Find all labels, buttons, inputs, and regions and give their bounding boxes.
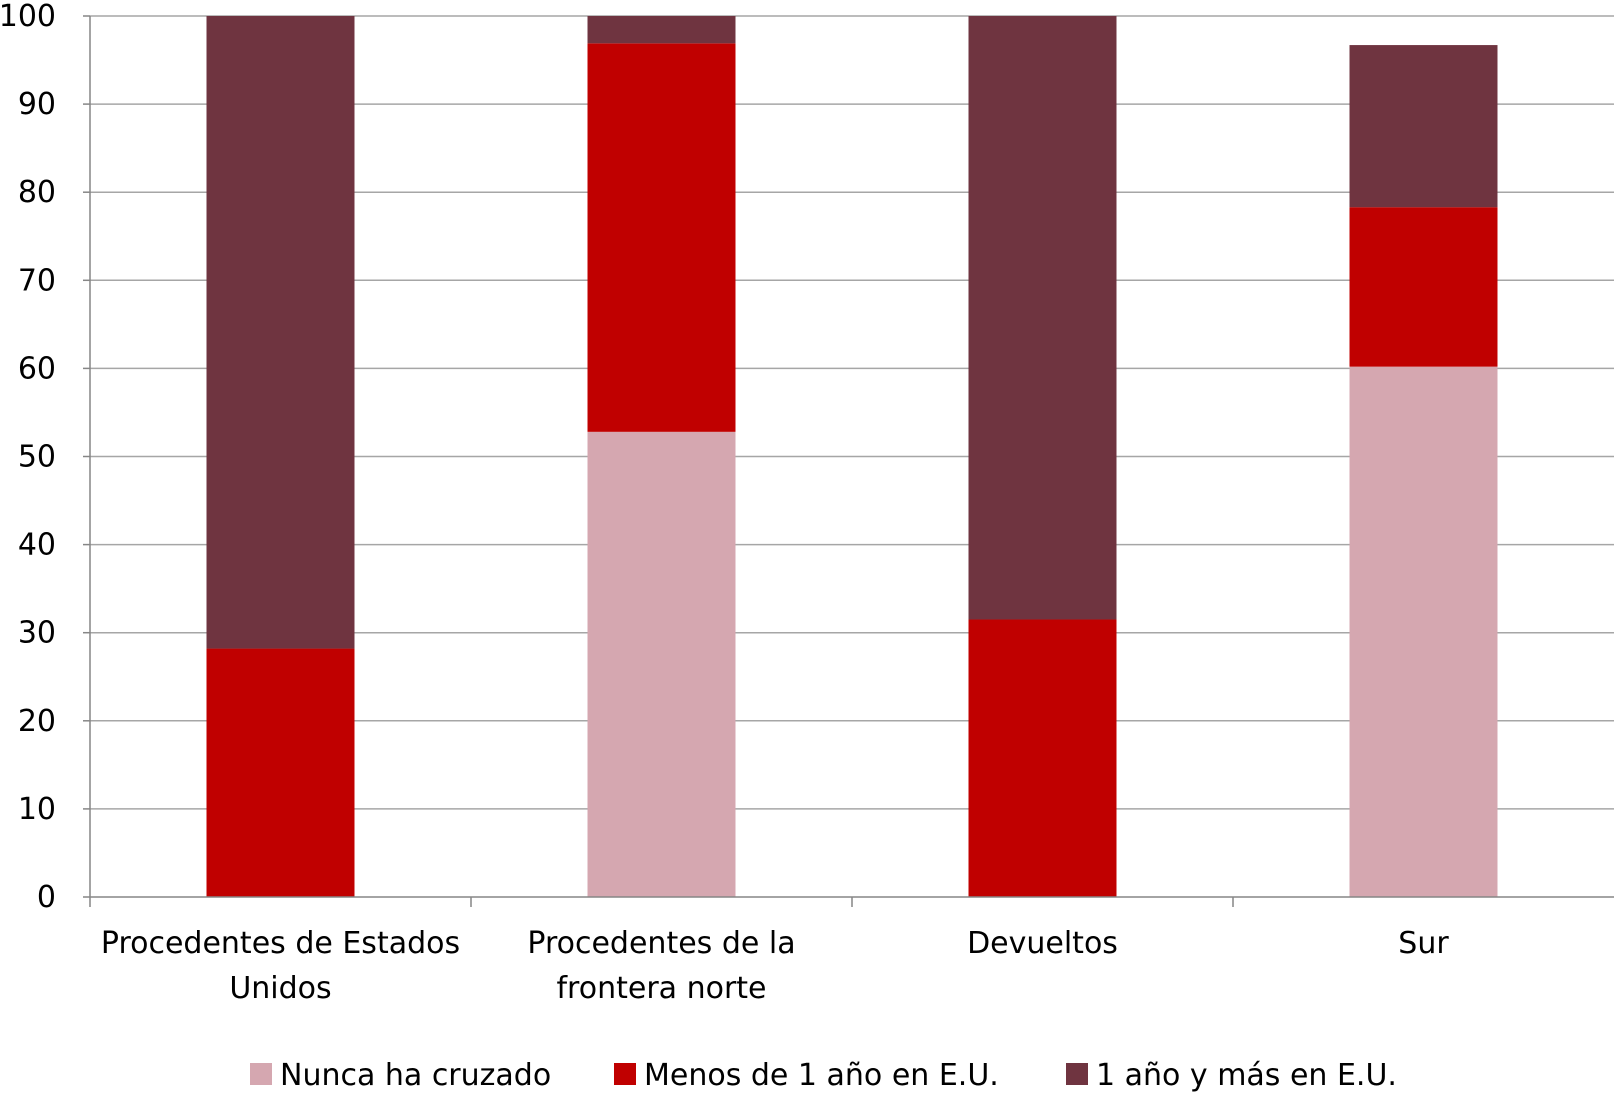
bar-segment bbox=[1349, 207, 1498, 367]
legend-label: 1 año y más en E.U. bbox=[1096, 1058, 1397, 1093]
y-tick-label: 20 bbox=[18, 704, 56, 739]
y-tick-labels: 0 10 20 30 40 50 60 70 80 90 100 bbox=[0, 0, 56, 915]
legend: Nunca ha cruzado Menos de 1 año en E.U. 1 … bbox=[250, 1058, 1397, 1093]
legend-label: Menos de 1 año en E.U. bbox=[644, 1058, 999, 1093]
bars bbox=[206, 16, 1498, 897]
legend-swatch bbox=[1066, 1063, 1088, 1085]
y-tick-label: 70 bbox=[18, 263, 56, 298]
bar-segment bbox=[968, 16, 1117, 620]
y-tick-label: 100 bbox=[0, 0, 56, 34]
axes bbox=[83, 15, 1614, 907]
y-tick-label: 10 bbox=[18, 792, 56, 827]
legend-label: Nunca ha cruzado bbox=[280, 1058, 551, 1093]
y-tick-label: 30 bbox=[18, 616, 56, 651]
x-category-label: Sur bbox=[1398, 926, 1449, 961]
bar-segment bbox=[1349, 45, 1498, 208]
bar-segment bbox=[206, 16, 355, 649]
bar-segment bbox=[587, 431, 736, 897]
legend-swatch bbox=[614, 1063, 636, 1085]
x-category-label: Devueltos bbox=[967, 926, 1118, 961]
bar-segment bbox=[968, 619, 1117, 897]
bar-segment bbox=[587, 43, 736, 432]
y-tick-label: 0 bbox=[37, 880, 56, 915]
x-category-label: Procedentes de Estados Unidos bbox=[101, 926, 460, 1006]
x-category-labels: Procedentes de Estados Unidos Procedentes … bbox=[101, 926, 1449, 1006]
y-tick-label: 60 bbox=[18, 351, 56, 386]
bar-segment bbox=[1349, 366, 1498, 897]
x-category-label: Procedentes de la frontera norte bbox=[527, 926, 795, 1006]
y-tick-label: 40 bbox=[18, 528, 56, 563]
y-tick-label: 50 bbox=[18, 440, 56, 475]
y-tick-label: 90 bbox=[18, 87, 56, 122]
bar-segment bbox=[206, 648, 355, 897]
legend-swatch bbox=[250, 1063, 272, 1085]
y-tick-label: 80 bbox=[18, 175, 56, 210]
bar-segment bbox=[587, 16, 736, 44]
